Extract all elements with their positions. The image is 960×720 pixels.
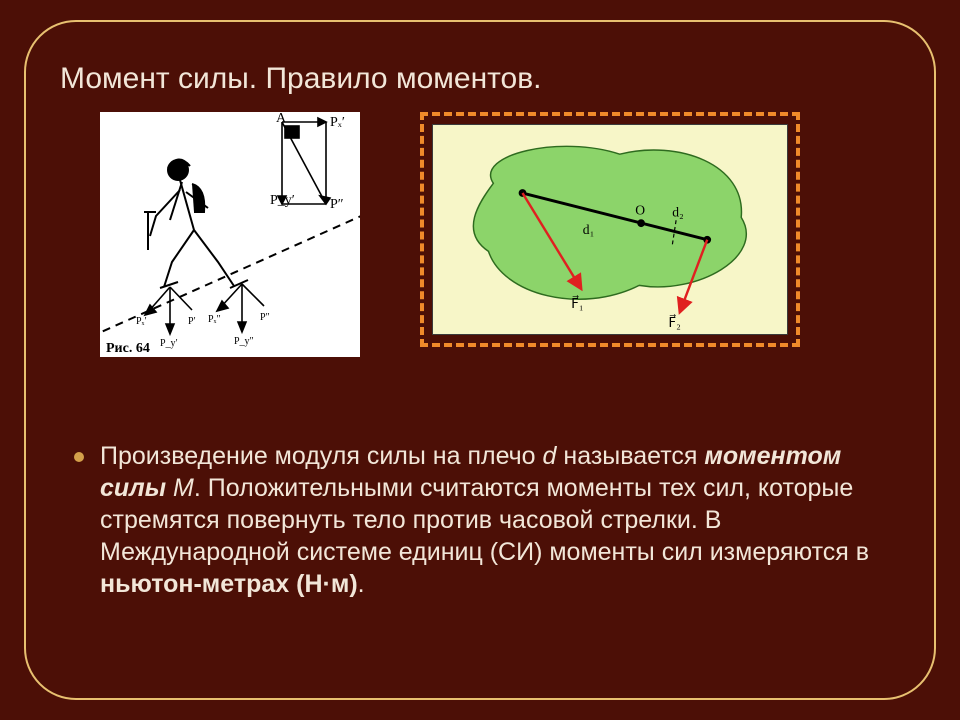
body-mid2: . Положительными считаются моменты тех с…: [100, 474, 869, 566]
svg-text:Pₓ′: Pₓ′: [136, 316, 147, 327]
body-prefix: Произведение модуля силы на плечо: [100, 442, 543, 470]
moment-diagram-icon: O d₁ d₂ F⃗₁ F⃗₂: [433, 125, 787, 334]
bullet-icon: [74, 452, 84, 462]
label-F2: F⃗₂: [668, 314, 681, 330]
label-O: O: [635, 202, 645, 217]
label-px1: Pₓ′: [330, 115, 345, 130]
figures-row: A Pₓ′ α P_y′ P″: [100, 112, 880, 357]
label-d1: d₁: [583, 222, 595, 237]
slide: Момент силы. Правило моментов.: [0, 0, 960, 720]
body-tail: .: [358, 570, 365, 598]
figure-caption: Рис. 64: [106, 341, 150, 356]
svg-text:P_y″: P_y″: [234, 336, 254, 347]
figure-right: O d₁ d₂ F⃗₁ F⃗₂: [432, 124, 788, 335]
climber-diagram-icon: A Pₓ′ α P_y′ P″: [100, 112, 360, 357]
svg-text:Pₓ″: Pₓ″: [208, 314, 221, 325]
body-unit: ньютон-метрах (Н·м): [100, 570, 358, 598]
svg-text:A: A: [276, 112, 287, 126]
svg-text:P′: P′: [188, 316, 196, 327]
label-alpha: α: [300, 131, 308, 146]
svg-text:P″: P″: [260, 312, 270, 323]
figure-left: A Pₓ′ α P_y′ P″: [100, 112, 360, 357]
label-pdp: P″: [330, 197, 344, 212]
slide-title: Момент силы. Правило моментов.: [60, 62, 542, 97]
body-M: М: [173, 474, 194, 502]
body-d: d: [543, 442, 557, 470]
label-d2: d₂: [672, 204, 684, 219]
label-py1: P_y′: [270, 193, 295, 208]
body-text: Произведение модуля силы на плечо d назы…: [100, 440, 888, 600]
figure-right-frame: O d₁ d₂ F⃗₁ F⃗₂: [420, 112, 800, 347]
body-sp: [166, 474, 173, 502]
body-mid1: называется: [556, 442, 704, 470]
label-F1: F⃗₁: [571, 294, 584, 310]
svg-text:P_y′: P_y′: [160, 338, 178, 349]
body-paragraph: Произведение модуля силы на плечо d назы…: [100, 440, 888, 600]
